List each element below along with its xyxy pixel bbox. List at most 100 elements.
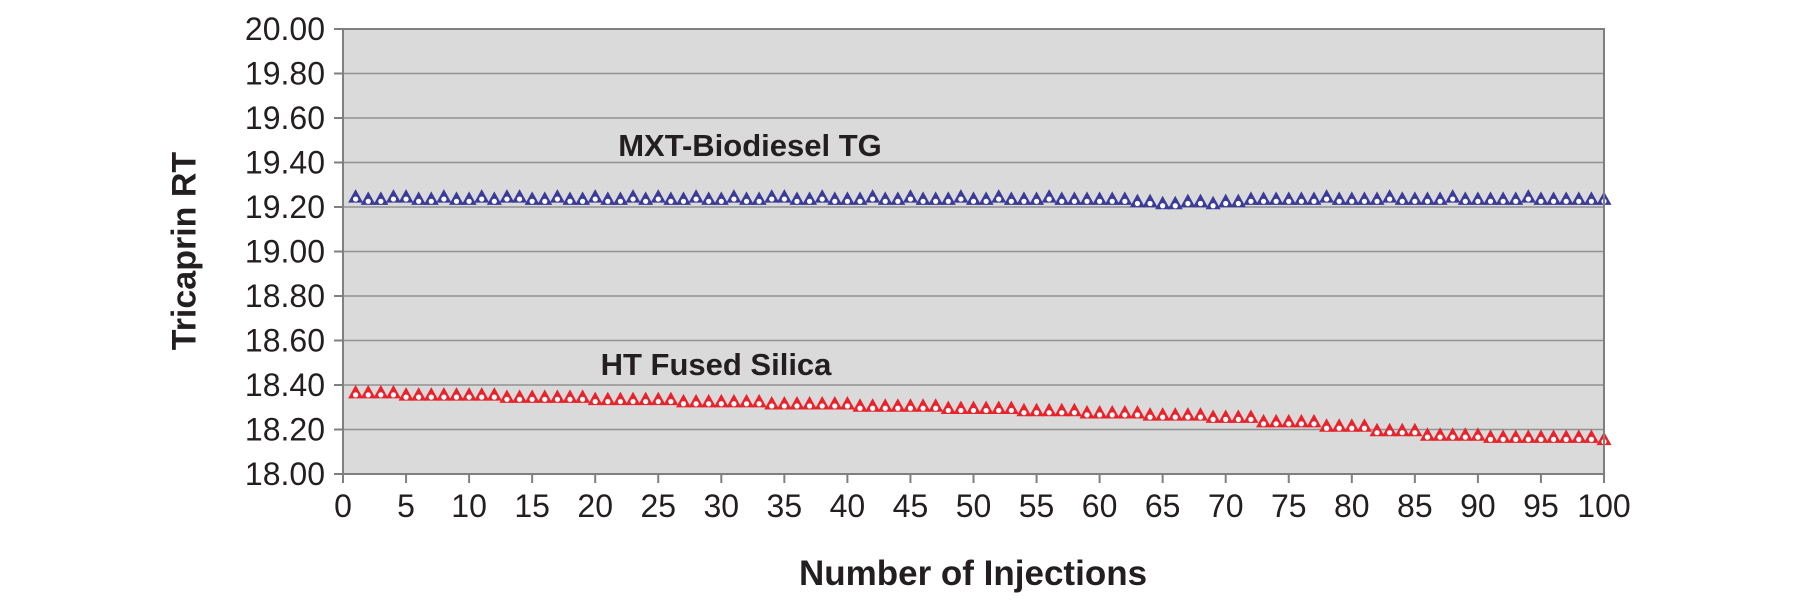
marker-dot	[1336, 198, 1342, 204]
triangle-marker	[549, 189, 565, 203]
x-tick-label: 45	[893, 488, 929, 524]
marker-dot	[743, 198, 750, 204]
marker-dot	[1462, 434, 1468, 440]
triangle-marker	[474, 189, 490, 203]
triangle-marker	[411, 191, 427, 205]
triangle-marker	[802, 191, 818, 205]
triangle-marker	[612, 191, 628, 205]
triangle-marker	[1041, 189, 1057, 203]
x-tick-label: 0	[334, 488, 352, 524]
triangle-marker	[789, 396, 805, 410]
triangle-marker	[524, 389, 540, 403]
marker-dot	[1450, 196, 1456, 202]
triangle-marker	[978, 191, 994, 205]
triangle-marker	[1281, 413, 1297, 428]
marker-dot	[970, 407, 977, 414]
triangle-marker	[1268, 191, 1284, 205]
marker-dot	[605, 198, 611, 204]
triangle-marker	[1117, 404, 1133, 419]
marker-dot	[668, 398, 674, 405]
marker-dot	[756, 198, 762, 204]
triangle-marker	[764, 396, 780, 410]
marker-dot	[579, 396, 586, 402]
marker-dot	[945, 407, 951, 414]
triangle-marker	[436, 387, 452, 401]
triangle-marker	[827, 396, 843, 410]
triangle-marker	[436, 189, 452, 203]
marker-dot	[491, 198, 497, 204]
marker-dot	[1008, 407, 1014, 414]
marker-dot	[1450, 434, 1456, 440]
marker-dot	[1286, 421, 1292, 427]
x-ticks: 0 5 10 15 20 25 30 35 40 45 50 55 60 65 70 75 80 85 90 95 10…	[334, 474, 1631, 524]
triangle-marker	[1432, 191, 1448, 205]
marker-dot	[1273, 198, 1279, 204]
triangle-marker	[675, 191, 691, 205]
triangle-marker	[663, 191, 679, 205]
marker-dot	[605, 398, 611, 405]
triangle-marker	[1092, 191, 1108, 205]
triangle-marker	[587, 189, 603, 203]
triangle-marker	[827, 191, 843, 205]
triangle-marker	[726, 393, 742, 408]
triangle-marker	[991, 189, 1007, 203]
marker-dot	[1273, 421, 1279, 427]
triangle-marker	[1407, 191, 1423, 205]
marker-dot	[907, 196, 914, 202]
triangle-marker	[448, 387, 464, 401]
triangle-marker	[650, 189, 666, 203]
triangle-marker	[928, 191, 944, 205]
marker-dot	[706, 401, 712, 407]
triangle-marker	[512, 189, 528, 203]
marker-dot	[504, 196, 510, 202]
marker-dot	[680, 198, 687, 204]
triangle-marker	[966, 191, 981, 205]
marker-dot	[1412, 198, 1418, 204]
triangle-marker	[385, 189, 401, 203]
triangle-marker	[1558, 191, 1574, 205]
marker-dot	[731, 401, 737, 407]
triangle-marker	[915, 191, 931, 205]
marker-dot	[1071, 198, 1077, 204]
triangle-marker	[675, 393, 691, 408]
marker-dot	[567, 396, 573, 402]
triangle-marker	[1054, 402, 1070, 417]
marker-dot	[743, 401, 750, 407]
triangle-marker	[1155, 407, 1171, 421]
triangle-marker	[1520, 429, 1536, 443]
marker-dot	[1185, 414, 1191, 420]
triangle-marker	[1117, 191, 1133, 205]
marker-dot	[920, 198, 926, 204]
triangle-marker	[537, 191, 553, 205]
x-axis-title: Number of Injections	[798, 554, 1148, 593]
marker-dot	[529, 198, 535, 204]
x-tick-label: 40	[830, 488, 866, 524]
marker-dot	[1235, 416, 1241, 422]
marker-dot	[1424, 434, 1431, 440]
marker-dot	[1109, 198, 1115, 204]
triangle-marker	[499, 189, 515, 203]
triangle-marker	[1016, 402, 1032, 417]
triangle-marker	[940, 191, 956, 205]
triangle-marker	[1230, 193, 1246, 208]
triangle-marker	[638, 191, 654, 205]
triangle-marker	[474, 387, 490, 401]
marker-dot	[630, 398, 636, 405]
marker-dot	[1374, 430, 1380, 436]
x-tick-label: 25	[640, 488, 676, 524]
marker-dot	[1349, 425, 1355, 431]
marker-dot	[1147, 414, 1153, 420]
triangle-marker	[865, 189, 881, 203]
triangle-marker	[776, 396, 792, 410]
marker-dot	[1588, 198, 1594, 204]
triangle-marker	[1243, 409, 1259, 423]
x-tick-label: 10	[451, 488, 487, 524]
marker-dot	[794, 403, 800, 409]
marker-dot	[643, 398, 649, 405]
triangle-marker	[1155, 195, 1171, 210]
triangle-marker	[1483, 429, 1499, 443]
triangle-marker	[1571, 429, 1587, 443]
triangle-marker	[663, 391, 679, 406]
marker-dot	[1197, 414, 1204, 420]
triangle-marker	[1344, 418, 1360, 432]
